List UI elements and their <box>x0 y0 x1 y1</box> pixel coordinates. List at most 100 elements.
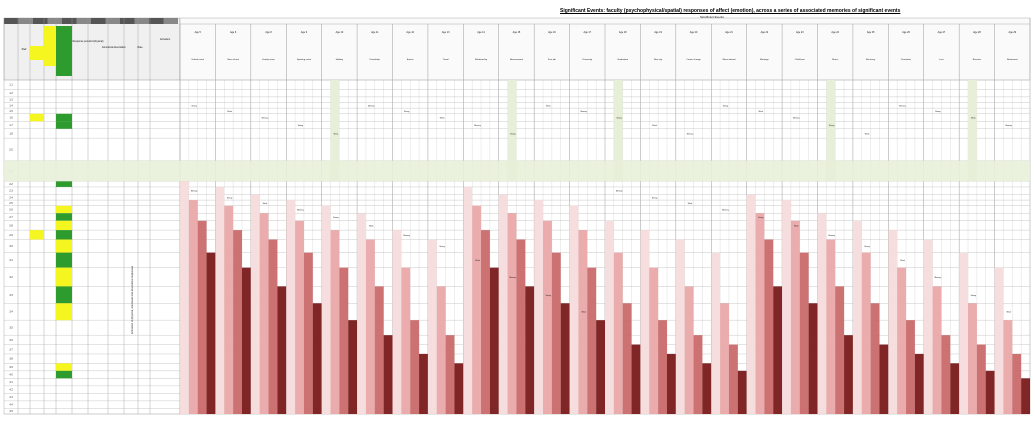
cell-marker: Weak <box>759 111 764 113</box>
event-header: Age 5 <box>195 31 202 34</box>
cell-marker: Weak <box>334 133 339 135</box>
response-cell <box>303 252 313 414</box>
event-subheader: Loss <box>939 59 945 61</box>
response-cell <box>613 252 623 414</box>
cell-marker: Weak <box>865 133 870 135</box>
row-label: 3.0 <box>9 245 13 248</box>
row-label: 3.5 <box>9 327 13 330</box>
row-label: 4.3 <box>9 396 13 399</box>
event-subheader: Illness <box>832 59 839 61</box>
response-cell <box>897 267 907 414</box>
cell-marker: Strong <box>723 104 728 107</box>
event-header: Age 29 <box>1009 31 1017 34</box>
event-header: Age 20 <box>690 31 698 34</box>
event-header: Age 21 <box>725 31 733 34</box>
header-corner-cell <box>33 18 48 24</box>
response-cell <box>941 335 951 414</box>
response-cell <box>286 200 296 414</box>
cell-marker: Memory <box>828 235 835 237</box>
response-cell <box>914 353 924 414</box>
cell-marker: Strong <box>439 245 444 248</box>
row-label: 1.5 <box>9 110 13 113</box>
response-cell <box>666 353 676 414</box>
cell-marker: Strong <box>758 216 763 219</box>
left-colour-cell <box>56 239 72 253</box>
cell-marker: Strong <box>510 132 515 135</box>
response-cell <box>755 213 765 414</box>
cell-marker: Weak <box>546 105 551 107</box>
row-label: 1.1 <box>9 84 13 87</box>
response-cell <box>1003 320 1013 414</box>
cell-marker: Strong <box>546 294 551 297</box>
response-cell <box>427 239 437 414</box>
row-label: 1.3 <box>9 99 13 102</box>
event-header: Age 6 <box>230 31 237 34</box>
cell-marker: Memory <box>297 209 304 211</box>
event-subheader: Child born <box>795 58 806 61</box>
header-yellow-cell <box>30 46 44 60</box>
cell-marker: Weak <box>900 260 905 262</box>
response-cell <box>906 320 915 414</box>
response-cell <box>419 353 428 414</box>
response-cell <box>277 286 287 414</box>
response-cell <box>233 230 242 414</box>
event-header: Age 26 <box>902 31 910 34</box>
response-cell <box>622 303 632 414</box>
left-colour-cell <box>56 363 72 371</box>
cell-marker: Weak <box>971 118 976 120</box>
response-cell <box>383 335 393 414</box>
response-cell <box>737 370 747 414</box>
header-corner-cell <box>62 18 77 24</box>
response-cell <box>401 267 411 414</box>
response-cell <box>861 252 871 414</box>
cell-marker: Strong <box>829 124 834 127</box>
row-label: 2.8 <box>9 224 13 227</box>
cell-marker: Memory <box>1006 125 1013 127</box>
event-header: Age 28 <box>973 31 981 34</box>
response-cell <box>410 320 420 414</box>
row-label: 1.8 <box>9 132 13 135</box>
response-cell <box>312 303 322 414</box>
row-label: 3.2 <box>9 276 13 279</box>
event-subheader: Sporting event <box>297 58 311 61</box>
left-colour-cell <box>56 267 72 287</box>
cell-marker: Weak <box>227 111 232 113</box>
row-label: 3.8 <box>9 358 13 361</box>
event-subheader: Bereavement <box>510 58 523 61</box>
response-cell <box>268 239 278 414</box>
response-cell <box>321 205 331 414</box>
header-green-cell <box>56 26 72 76</box>
header-ref: Ref <box>22 47 27 51</box>
response-cell <box>605 220 614 414</box>
event-header: Age 17 <box>584 31 592 34</box>
event-subheader: Move abroad <box>723 58 737 61</box>
cell-marker: Weak <box>263 203 268 205</box>
response-cell <box>764 239 774 414</box>
event-header: Age 25 <box>867 31 875 34</box>
header-corner-cell <box>120 18 135 24</box>
response-cell <box>835 286 845 414</box>
header-corner-cell <box>149 18 164 24</box>
event-subheader: Exams <box>407 59 415 61</box>
row-label: 2.4 <box>9 196 13 199</box>
response-cell <box>649 267 659 414</box>
response-cell <box>241 267 251 414</box>
response-cell <box>959 252 969 414</box>
response-cell <box>489 267 499 414</box>
response-cell <box>932 286 942 414</box>
row-label: 1.7 <box>9 124 13 127</box>
left-colour-cell <box>56 213 72 221</box>
row-label: 4.1 <box>9 381 13 384</box>
cell-marker: Memory <box>581 111 588 113</box>
event-header: Age 15 <box>513 31 521 34</box>
row-label: 4.4 <box>9 404 13 407</box>
cell-marker: Weak <box>475 260 480 262</box>
cell-marker: Memory <box>616 191 623 193</box>
cell-marker: Strong <box>971 294 976 297</box>
response-cell <box>180 181 189 414</box>
event-header: Age 27 <box>938 31 946 34</box>
event-subheader: New school <box>227 59 239 61</box>
column-tint <box>507 80 517 182</box>
response-cell <box>365 239 375 414</box>
